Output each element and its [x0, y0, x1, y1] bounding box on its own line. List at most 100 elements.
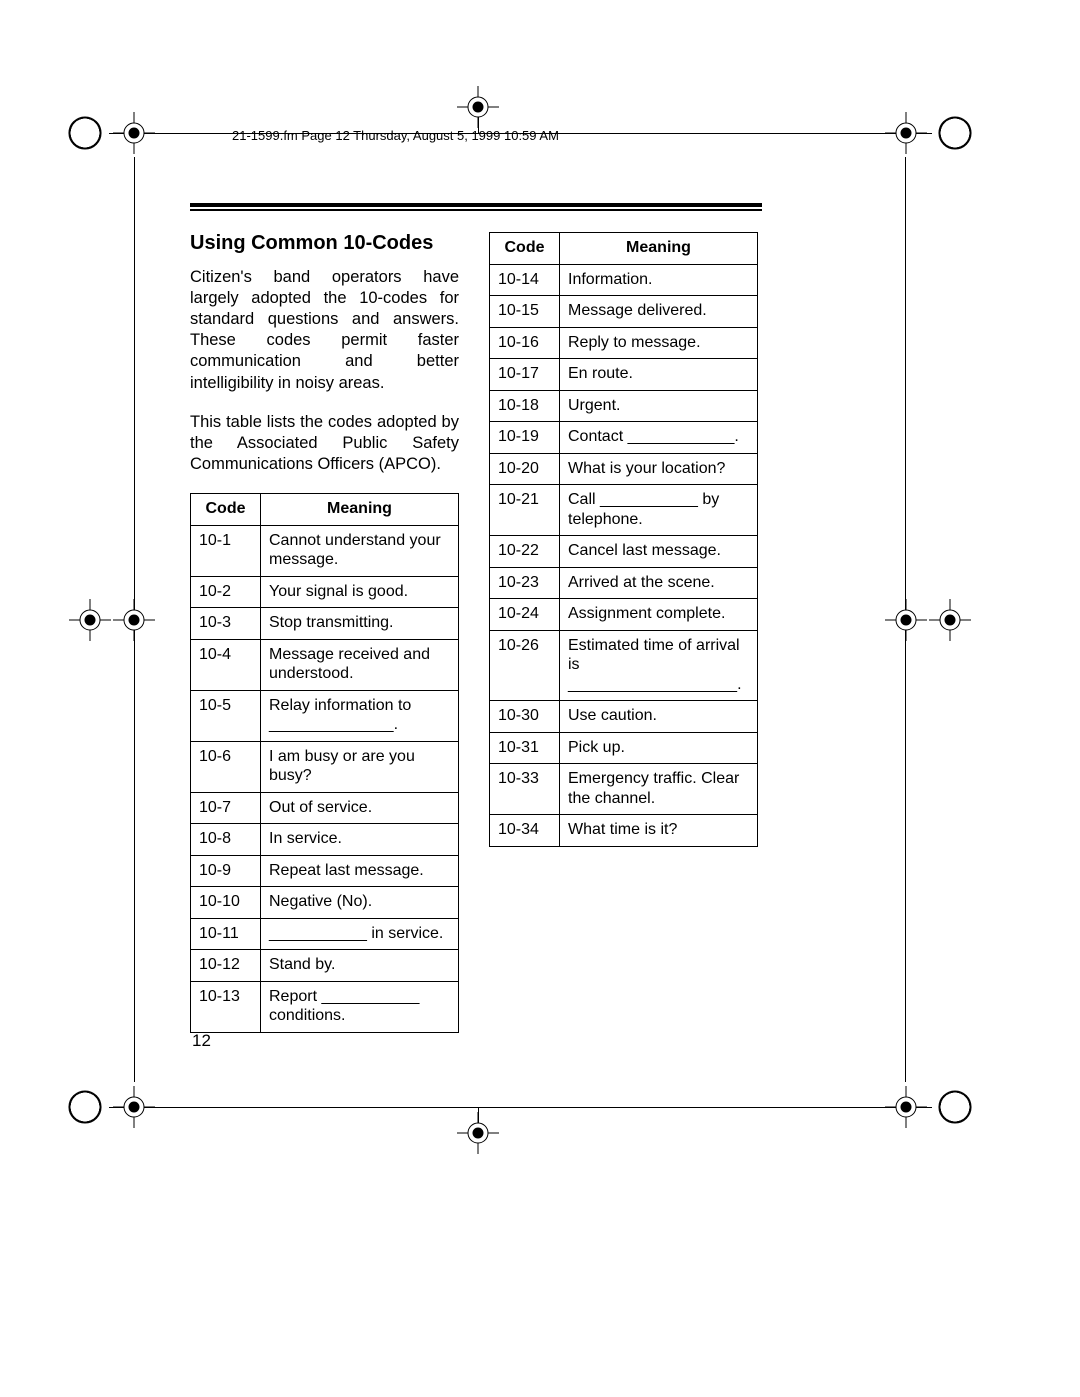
code-cell: 10-3	[191, 608, 261, 640]
meaning-cell: What is your location?	[560, 453, 758, 485]
left-column: Using Common 10-Codes Citizen's band ope…	[190, 228, 459, 1033]
code-cell: 10-12	[191, 950, 261, 982]
code-cell: 10-16	[490, 327, 560, 359]
code-cell: 10-23	[490, 567, 560, 599]
meaning-cell: Out of service.	[261, 792, 459, 824]
th-meaning: Meaning	[560, 233, 758, 265]
th-meaning: Meaning	[261, 493, 459, 525]
page-number: 12	[192, 1031, 211, 1051]
table-row: 10-17En route.	[490, 359, 758, 391]
table-row: 10-16Reply to message.	[490, 327, 758, 359]
section-title: Using Common 10-Codes	[190, 232, 459, 255]
code-cell: 10-26	[490, 630, 560, 701]
code-cell: 10-21	[490, 485, 560, 536]
code-cell: 10-31	[490, 732, 560, 764]
table-row: 10-7Out of service.	[191, 792, 459, 824]
meaning-cell: Cannot understand your message.	[261, 525, 459, 576]
meaning-cell: Message delivered.	[560, 296, 758, 328]
table-row: 10-33Emergency traffic. Clear the channe…	[490, 764, 758, 815]
table-row: 10-2Your signal is good.	[191, 576, 459, 608]
table-row: 10-14Information.	[490, 264, 758, 296]
table-row: 10-6I am busy or are you busy?	[191, 741, 459, 792]
table-row: 10-5Relay information to ______________.	[191, 690, 459, 741]
table-row: 10-10Negative (No).	[191, 887, 459, 919]
table-row: 10-3Stop transmitting.	[191, 608, 459, 640]
table-row: 10-22Cancel last message.	[490, 536, 758, 568]
table-header-row: Code Meaning	[490, 233, 758, 265]
meaning-cell: Message received and understood.	[261, 639, 459, 690]
rosette-icon	[937, 1089, 973, 1125]
code-cell: 10-15	[490, 296, 560, 328]
meaning-cell: What time is it?	[560, 815, 758, 847]
table-row: 10-18Urgent.	[490, 390, 758, 422]
meaning-cell: Call ___________ by telephone.	[560, 485, 758, 536]
table-row: 10-31Pick up.	[490, 732, 758, 764]
code-cell: 10-30	[490, 701, 560, 733]
target-icon	[457, 1112, 499, 1154]
table-row: 10-11___________ in service.	[191, 918, 459, 950]
target-icon	[113, 112, 155, 154]
code-cell: 10-6	[191, 741, 261, 792]
meaning-cell: Report ___________ conditions.	[261, 981, 459, 1032]
th-code: Code	[490, 233, 560, 265]
table-row: 10-19Contact ____________.	[490, 422, 758, 454]
target-icon	[113, 599, 155, 641]
code-cell: 10-33	[490, 764, 560, 815]
target-icon	[885, 599, 927, 641]
meaning-cell: ___________ in service.	[261, 918, 459, 950]
table-row: 10-1Cannot understand your message.	[191, 525, 459, 576]
table-row: 10-15Message delivered.	[490, 296, 758, 328]
table-row: 10-20What is your location?	[490, 453, 758, 485]
code-cell: 10-20	[490, 453, 560, 485]
content-columns: Using Common 10-Codes Citizen's band ope…	[190, 228, 762, 1033]
code-cell: 10-1	[191, 525, 261, 576]
code-cell: 10-14	[490, 264, 560, 296]
table-row: 10-24Assignment complete.	[490, 599, 758, 631]
meaning-cell: Reply to message.	[560, 327, 758, 359]
meaning-cell: Relay information to ______________.	[261, 690, 459, 741]
table-row: 10-26Estimated time of arrival is ______…	[490, 630, 758, 701]
meaning-cell: Cancel last message.	[560, 536, 758, 568]
rosette-icon	[67, 115, 103, 151]
meaning-cell: Pick up.	[560, 732, 758, 764]
meaning-cell: Assignment complete.	[560, 599, 758, 631]
code-cell: 10-13	[191, 981, 261, 1032]
rosette-icon	[67, 1089, 103, 1125]
code-cell: 10-2	[191, 576, 261, 608]
table-row: 10-4Message received and understood.	[191, 639, 459, 690]
crop-line-bottom	[109, 1107, 932, 1108]
table-row: 10-13Report ___________ conditions.	[191, 981, 459, 1032]
meaning-cell: Negative (No).	[261, 887, 459, 919]
table-row: 10-30Use caution.	[490, 701, 758, 733]
meaning-cell: Stand by.	[261, 950, 459, 982]
meaning-cell: Stop transmitting.	[261, 608, 459, 640]
right-column: Code Meaning 10-14Information.10-15Messa…	[489, 228, 758, 1033]
meaning-cell: Arrived at the scene.	[560, 567, 758, 599]
th-code: Code	[191, 493, 261, 525]
meaning-cell: Contact ____________.	[560, 422, 758, 454]
target-icon	[885, 112, 927, 154]
target-icon	[69, 599, 111, 641]
paragraph-2: This table lists the codes adopted by th…	[190, 412, 459, 475]
table-header-row: Code Meaning	[191, 493, 459, 525]
codes-table-left: Code Meaning 10-1Cannot understand your …	[190, 493, 459, 1033]
table-row: 10-34What time is it?	[490, 815, 758, 847]
crop-line-top	[109, 133, 932, 134]
code-cell: 10-8	[191, 824, 261, 856]
meaning-cell: En route.	[560, 359, 758, 391]
paragraph-1: Citizen's band operators have largely ad…	[190, 267, 459, 394]
meaning-cell: Use caution.	[560, 701, 758, 733]
meaning-cell: Your signal is good.	[261, 576, 459, 608]
target-icon	[457, 86, 499, 128]
table-row: 10-21Call ___________ by telephone.	[490, 485, 758, 536]
codes-table-right: Code Meaning 10-14Information.10-15Messa…	[489, 232, 758, 847]
target-icon	[113, 1086, 155, 1128]
meaning-cell: Information.	[560, 264, 758, 296]
meaning-cell: I am busy or are you busy?	[261, 741, 459, 792]
code-cell: 10-18	[490, 390, 560, 422]
code-cell: 10-19	[490, 422, 560, 454]
meaning-cell: In service.	[261, 824, 459, 856]
table-row: 10-9Repeat last message.	[191, 855, 459, 887]
code-cell: 10-7	[191, 792, 261, 824]
code-cell: 10-10	[191, 887, 261, 919]
